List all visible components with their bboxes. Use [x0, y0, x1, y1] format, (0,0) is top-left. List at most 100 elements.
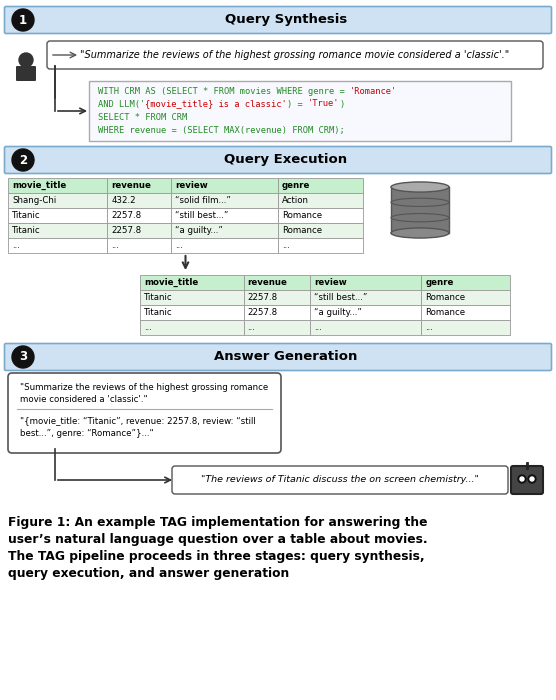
- Text: review: review: [175, 181, 208, 190]
- Text: ...: ...: [111, 241, 120, 250]
- Text: Romance: Romance: [425, 308, 465, 317]
- Text: 3: 3: [19, 351, 27, 363]
- Bar: [107, 208, 171, 223]
- Bar: [421, 320, 510, 335]
- Text: Romance: Romance: [282, 211, 322, 220]
- Bar: [310, 320, 421, 335]
- Bar: [8, 238, 107, 253]
- Bar: [107, 223, 171, 238]
- Text: {movie_title} is a classic': {movie_title} is a classic': [145, 99, 287, 108]
- Text: review: review: [314, 278, 347, 287]
- Text: "The reviews of Titanic discuss the on screen chemistry...": "The reviews of Titanic discuss the on s…: [201, 475, 479, 484]
- Text: ...: ...: [175, 241, 183, 250]
- FancyBboxPatch shape: [172, 466, 508, 494]
- Circle shape: [520, 477, 524, 481]
- Bar: [421, 275, 510, 290]
- Text: 2257.8: 2257.8: [111, 211, 142, 220]
- FancyBboxPatch shape: [89, 81, 511, 141]
- Text: “a guilty...”: “a guilty...”: [175, 226, 223, 235]
- Text: “solid film...”: “solid film...”: [175, 196, 231, 205]
- Bar: [278, 208, 363, 223]
- Text: ...: ...: [425, 323, 433, 332]
- Text: "Summarize the reviews of the highest grossing romance movie considered a 'class: "Summarize the reviews of the highest gr…: [81, 50, 510, 60]
- Bar: [107, 238, 171, 253]
- Bar: [244, 320, 310, 335]
- FancyBboxPatch shape: [8, 373, 281, 453]
- Text: 2257.8: 2257.8: [111, 226, 142, 235]
- FancyBboxPatch shape: [47, 41, 543, 69]
- Text: WITH CRM AS (SELECT * FROM movies WHERE genre =: WITH CRM AS (SELECT * FROM movies WHERE …: [98, 88, 350, 97]
- Text: “a guilty...”: “a guilty...”: [314, 308, 362, 317]
- Bar: [8, 223, 107, 238]
- Text: ...: ...: [314, 323, 322, 332]
- Bar: [140, 275, 244, 290]
- Text: 432.2: 432.2: [111, 196, 136, 205]
- Bar: [244, 305, 310, 320]
- Text: 2: 2: [19, 153, 27, 167]
- Text: best...”, genre: “Romance”}...": best...”, genre: “Romance”}...": [20, 428, 153, 438]
- Bar: [278, 193, 363, 208]
- Text: genre: genre: [425, 278, 454, 287]
- Bar: [8, 193, 107, 208]
- Text: Query Synthesis: Query Synthesis: [225, 13, 347, 27]
- Bar: [244, 290, 310, 305]
- Bar: [107, 178, 171, 193]
- Bar: [8, 208, 107, 223]
- Text: Titanic: Titanic: [144, 293, 172, 302]
- FancyBboxPatch shape: [511, 466, 543, 494]
- Bar: [140, 305, 244, 320]
- Text: Answer Generation: Answer Generation: [214, 351, 358, 363]
- Text: Query Execution: Query Execution: [225, 153, 348, 167]
- Text: ) =: ) =: [287, 99, 308, 108]
- Bar: [391, 187, 449, 233]
- Text: Titanic: Titanic: [12, 211, 41, 220]
- Bar: [140, 320, 244, 335]
- Bar: [171, 208, 278, 223]
- Text: Figure 1: An example TAG implementation for answering the
user’s natural languag: Figure 1: An example TAG implementation …: [8, 516, 428, 580]
- Text: movie_title: movie_title: [12, 181, 66, 190]
- Text: ...: ...: [144, 323, 152, 332]
- Text: 'True': 'True': [308, 99, 340, 108]
- Text: Romance: Romance: [425, 293, 465, 302]
- Text: “still best...”: “still best...”: [314, 293, 368, 302]
- Circle shape: [12, 9, 34, 31]
- Text: ...: ...: [247, 323, 255, 332]
- Bar: [244, 275, 310, 290]
- FancyBboxPatch shape: [4, 6, 552, 34]
- Text: WHERE revenue = (SELECT MAX(revenue) FROM CRM);: WHERE revenue = (SELECT MAX(revenue) FRO…: [98, 125, 345, 134]
- Text: 2257.8: 2257.8: [247, 308, 278, 317]
- Bar: [140, 290, 244, 305]
- Bar: [421, 290, 510, 305]
- Circle shape: [12, 149, 34, 171]
- Circle shape: [518, 475, 526, 483]
- Bar: [8, 178, 107, 193]
- Bar: [171, 178, 278, 193]
- Bar: [171, 193, 278, 208]
- Text: 2257.8: 2257.8: [247, 293, 278, 302]
- Circle shape: [528, 475, 536, 483]
- Bar: [310, 305, 421, 320]
- Text: movie_title: movie_title: [144, 278, 198, 287]
- Text: revenue: revenue: [247, 278, 287, 287]
- Bar: [107, 193, 171, 208]
- Text: movie considered a 'classic'.": movie considered a 'classic'.": [20, 395, 148, 403]
- Text: genre: genre: [282, 181, 310, 190]
- Text: AND LLM(': AND LLM(': [98, 99, 145, 108]
- Text: Titanic: Titanic: [12, 226, 41, 235]
- Text: ...: ...: [282, 241, 290, 250]
- Text: ): ): [340, 99, 345, 108]
- Text: 1: 1: [19, 13, 27, 27]
- Circle shape: [530, 477, 534, 481]
- Text: revenue: revenue: [111, 181, 151, 190]
- Bar: [171, 238, 278, 253]
- Text: “still best...”: “still best...”: [175, 211, 229, 220]
- Text: ...: ...: [12, 241, 20, 250]
- Bar: [278, 223, 363, 238]
- Bar: [310, 275, 421, 290]
- Text: Shang-Chi: Shang-Chi: [12, 196, 56, 205]
- Text: "{movie_title: “Titanic”, revenue: 2257.8, review: “still: "{movie_title: “Titanic”, revenue: 2257.…: [20, 416, 256, 426]
- Ellipse shape: [391, 228, 449, 238]
- FancyBboxPatch shape: [4, 344, 552, 370]
- Ellipse shape: [391, 214, 449, 222]
- Text: Romance: Romance: [282, 226, 322, 235]
